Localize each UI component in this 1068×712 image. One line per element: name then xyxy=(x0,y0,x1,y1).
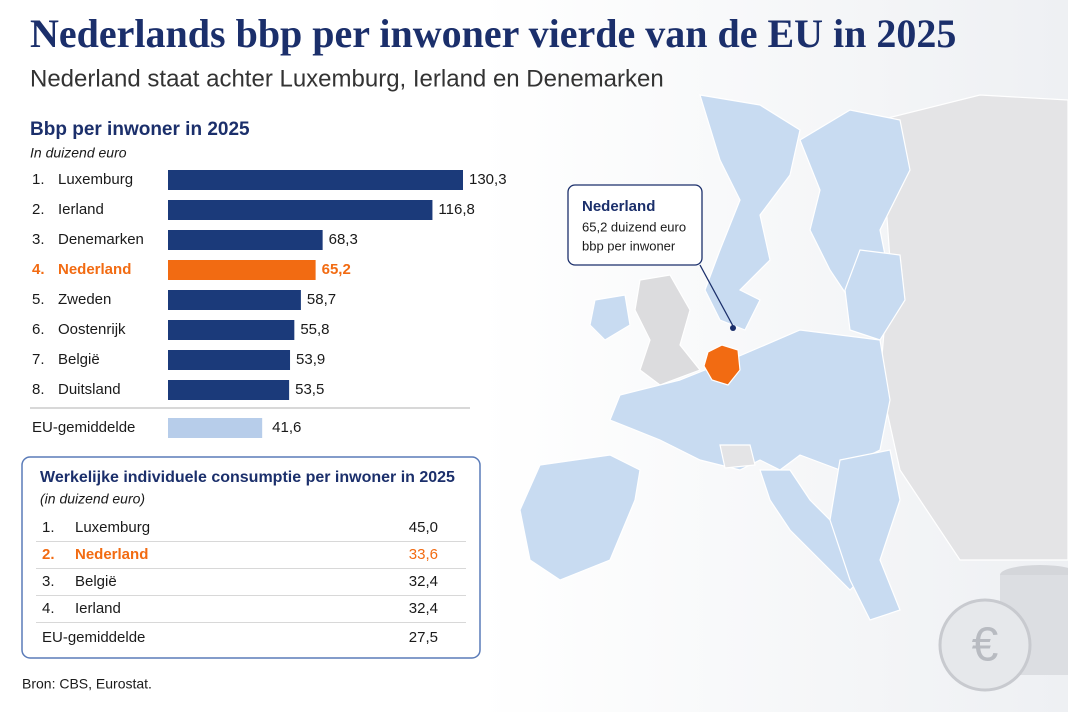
rank: 5. xyxy=(32,291,45,308)
table-name: Ierland xyxy=(75,600,121,617)
value-label: 58,7 xyxy=(307,291,336,308)
category-label: Denemarken xyxy=(58,231,144,248)
table-name: Luxemburg xyxy=(75,519,150,536)
table-value: 45,0 xyxy=(409,519,438,536)
bar xyxy=(168,320,295,340)
table-value: 32,4 xyxy=(409,600,438,617)
rank: 6. xyxy=(32,321,45,338)
category-label: Nederland xyxy=(58,261,131,278)
table-title: Werkelijke individuele consumptie per in… xyxy=(40,469,455,486)
table-box xyxy=(21,456,481,659)
value-label: 68,3 xyxy=(329,231,358,248)
table-value: 33,6 xyxy=(409,546,438,563)
rank: 7. xyxy=(32,351,45,368)
bar xyxy=(168,260,316,280)
table-rank: 3. xyxy=(42,573,55,590)
bar xyxy=(168,350,291,370)
category-label: Oostenrijk xyxy=(58,321,126,338)
callout-line-text: bbp per inwoner xyxy=(582,238,676,253)
callout-dot xyxy=(730,325,736,331)
rank: 1. xyxy=(32,171,45,188)
category-label: Luxemburg xyxy=(58,171,133,188)
reference-label: EU-gemiddelde xyxy=(32,419,135,436)
coin-symbol: € xyxy=(972,619,999,672)
value-label: 130,3 xyxy=(469,171,507,188)
rank: 2. xyxy=(32,201,45,218)
rank: 3. xyxy=(32,231,45,248)
coins: € xyxy=(938,565,1068,692)
value-label: 55,8 xyxy=(300,321,329,338)
reference-value-label: 41,6 xyxy=(272,419,301,436)
value-label: 116,8 xyxy=(438,201,474,218)
table-rank: 2. xyxy=(42,546,55,563)
bar xyxy=(168,230,323,250)
category-label: Zweden xyxy=(58,291,111,308)
bar xyxy=(168,170,463,190)
callout-line-text: 65,2 duizend euro xyxy=(582,219,686,234)
value-label: 65,2 xyxy=(322,261,351,278)
map xyxy=(519,94,1068,621)
bar xyxy=(168,380,290,400)
table-name: België xyxy=(75,573,117,590)
value-label: 53,5 xyxy=(295,381,324,398)
table-rank: 1. xyxy=(42,519,55,536)
bar xyxy=(168,290,301,310)
source: Bron: CBS, Eurostat. xyxy=(22,676,152,692)
table-name: Nederland xyxy=(75,546,148,563)
chart-title: Bbp per inwoner in 2025 xyxy=(30,119,250,140)
category-label: België xyxy=(58,351,100,368)
table-value: 32,4 xyxy=(409,573,438,590)
title: Nederlands bbp per inwoner vierde van de… xyxy=(30,11,956,56)
reference-bar xyxy=(168,418,263,438)
category-label: Ierland xyxy=(58,201,104,218)
table-subtitle: (in duizend euro) xyxy=(40,491,145,507)
subtitle: Nederland staat achter Luxemburg, Ierlan… xyxy=(30,65,664,92)
callout-box xyxy=(567,184,703,266)
chart-subtitle: In duizend euro xyxy=(30,145,127,161)
category-label: Duitsland xyxy=(58,381,121,398)
rank: 4. xyxy=(32,261,45,278)
table-rank: 4. xyxy=(42,600,55,617)
value-label: 53,9 xyxy=(296,351,325,368)
table-footer-value: 27,5 xyxy=(409,629,438,646)
callout-title: Nederland xyxy=(582,198,655,215)
callout-line xyxy=(699,264,734,327)
bar xyxy=(168,200,433,220)
rank: 8. xyxy=(32,381,45,398)
table-footer-label: EU-gemiddelde xyxy=(42,629,145,646)
